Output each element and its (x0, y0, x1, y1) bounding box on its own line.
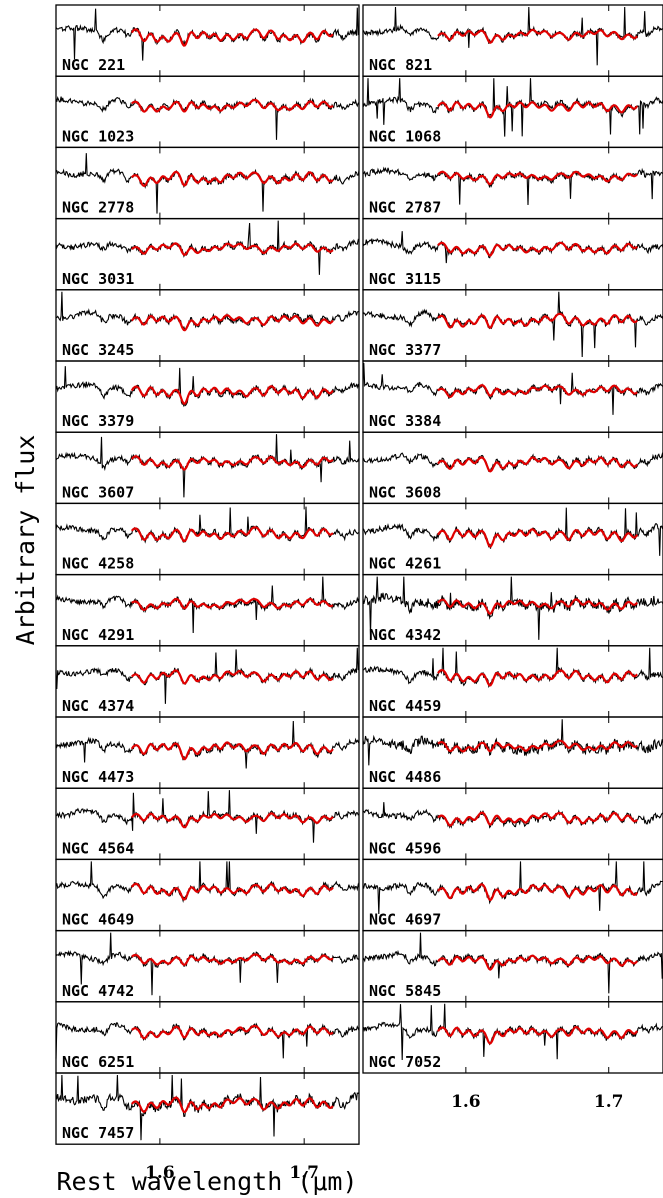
panel-label: NGC 3031 (62, 270, 134, 288)
model-spectrum (130, 385, 334, 405)
panel-label: NGC 3115 (369, 270, 441, 288)
panel-label: NGC 7052 (369, 1053, 441, 1071)
panel-label: NGC 4742 (62, 982, 134, 1000)
x-tick-label: 1.7 (594, 1092, 624, 1112)
model-spectrum (131, 1024, 334, 1040)
observed-spectrum (55, 366, 360, 408)
panel-label: NGC 3384 (369, 412, 441, 430)
model-spectrum (437, 668, 638, 687)
observed-spectrum (362, 507, 663, 556)
x-tick-label: 1.7 (289, 1163, 319, 1183)
panel-label: NGC 3377 (369, 341, 441, 359)
model-spectrum (437, 28, 638, 44)
observed-spectrum (55, 790, 360, 843)
panel-label: NGC 4258 (62, 555, 134, 573)
observed-spectrum (362, 1003, 663, 1061)
panel-label: NGC 7457 (62, 1124, 134, 1142)
observed-spectrum (55, 153, 360, 214)
panel-label: NGC 1068 (369, 127, 441, 145)
model-spectrum (130, 455, 334, 471)
y-axis-title: Arbitrary flux (11, 435, 40, 646)
observed-spectrum (362, 802, 663, 829)
panel-label: NGC 3608 (369, 483, 441, 501)
observed-spectrum (55, 291, 360, 332)
x-tick-label: 1.6 (451, 1092, 481, 1112)
observed-spectrum (362, 576, 663, 640)
model-spectrum (437, 739, 638, 753)
panel-label: NGC 221 (62, 56, 125, 74)
model-spectrum (437, 456, 639, 473)
panel-label: NGC 3379 (62, 412, 134, 430)
observed-spectrum (362, 452, 663, 472)
panel-label: NGC 2778 (62, 199, 134, 217)
model-spectrum (130, 170, 334, 187)
panel-label: NGC 4564 (62, 839, 134, 857)
model-spectrum (437, 598, 639, 615)
panel-label: NGC 3607 (62, 483, 134, 501)
model-spectrum (437, 170, 638, 186)
panel-label: NGC 2787 (369, 199, 441, 217)
observed-spectrum (55, 720, 360, 769)
model-spectrum (130, 669, 334, 685)
panel-label: NGC 4261 (369, 555, 441, 573)
model-spectrum (130, 314, 334, 332)
model-spectrum (437, 811, 638, 827)
model-spectrum (131, 597, 334, 612)
model-spectrum (130, 526, 334, 543)
panel-label: NGC 5845 (369, 982, 441, 1000)
observed-spectrum (362, 719, 663, 766)
model-spectrum (130, 882, 334, 901)
panel-label: NGC 6251 (62, 1053, 134, 1071)
panel-frame (362, 1001, 663, 1074)
model-spectrum (131, 242, 334, 256)
panel-label: NGC 4459 (369, 697, 441, 715)
model-spectrum (131, 953, 334, 966)
panel-label: NGC 821 (369, 56, 432, 74)
observed-spectrum (55, 647, 360, 704)
panel-label: NGC 4649 (62, 911, 134, 929)
model-spectrum (130, 1096, 334, 1114)
panel-frame (55, 1072, 360, 1145)
panel-label: NGC 4697 (369, 911, 441, 929)
panel-label: NGC 4291 (62, 626, 134, 644)
model-spectrum (131, 98, 334, 113)
model-spectrum (437, 528, 639, 548)
panel-label: NGC 4596 (369, 839, 441, 857)
observed-spectrum (55, 861, 360, 903)
model-spectrum (130, 28, 334, 47)
observed-spectrum (362, 647, 663, 688)
panel-label: NGC 4342 (369, 626, 441, 644)
model-spectrum (437, 384, 638, 399)
model-spectrum (130, 741, 334, 761)
panel-label: NGC 3245 (62, 341, 134, 359)
x-axis-title: Rest wavelength (μm) (56, 1167, 357, 1196)
observed-spectrum (55, 576, 360, 634)
model-spectrum (437, 312, 638, 329)
panel-label: NGC 4473 (62, 768, 134, 786)
panel-label: NGC 4486 (369, 768, 441, 786)
model-spectrum (437, 954, 639, 971)
model-spectrum (437, 883, 639, 902)
model-spectrum (437, 241, 638, 257)
panel-label: NGC 1023 (62, 127, 134, 145)
x-tick-label: 1.6 (145, 1163, 175, 1183)
model-spectrum (130, 812, 334, 829)
model-spectrum (437, 101, 639, 119)
panel-label: NGC 4374 (62, 697, 134, 715)
model-spectrum (437, 1025, 639, 1045)
